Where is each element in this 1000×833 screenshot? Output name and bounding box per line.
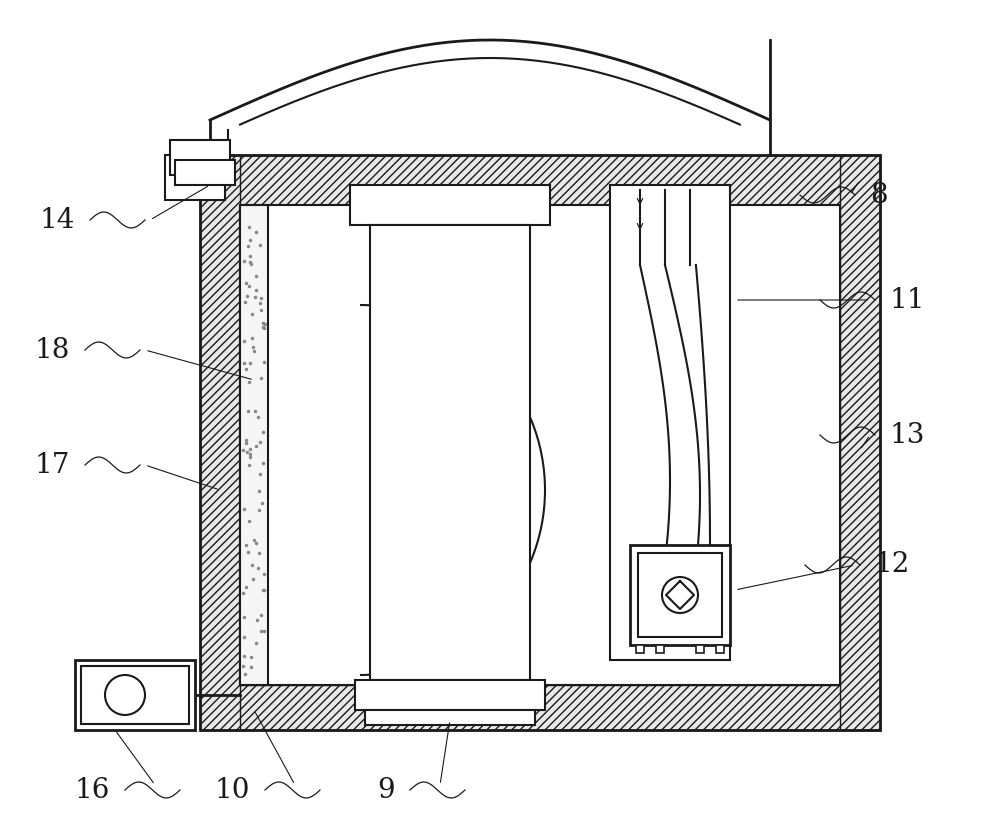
Bar xyxy=(200,685,880,730)
Bar xyxy=(630,545,730,645)
Bar xyxy=(200,155,880,730)
Bar xyxy=(170,140,230,175)
Text: 10: 10 xyxy=(214,776,250,804)
Bar xyxy=(200,155,240,730)
Bar xyxy=(370,225,530,680)
Text: 9: 9 xyxy=(377,776,395,804)
Bar xyxy=(365,710,535,725)
Bar xyxy=(716,645,724,653)
Bar xyxy=(75,660,195,730)
Text: 12: 12 xyxy=(875,551,910,578)
Text: 16: 16 xyxy=(75,776,110,804)
Bar xyxy=(636,645,644,653)
Bar xyxy=(610,185,730,660)
Text: 14: 14 xyxy=(40,207,75,233)
Text: 8: 8 xyxy=(870,182,888,208)
Bar xyxy=(350,185,550,225)
Bar xyxy=(355,680,545,710)
Bar xyxy=(240,205,268,685)
Bar xyxy=(175,160,235,185)
Text: 18: 18 xyxy=(35,337,70,363)
Bar xyxy=(840,155,880,730)
Bar xyxy=(696,645,704,653)
Bar xyxy=(165,155,225,200)
Bar xyxy=(81,666,189,724)
Text: 17: 17 xyxy=(34,451,70,478)
Bar xyxy=(240,205,840,685)
Bar xyxy=(656,645,664,653)
Text: 11: 11 xyxy=(890,287,926,313)
Text: 13: 13 xyxy=(890,421,925,448)
Bar xyxy=(638,553,722,637)
Bar xyxy=(200,155,880,205)
